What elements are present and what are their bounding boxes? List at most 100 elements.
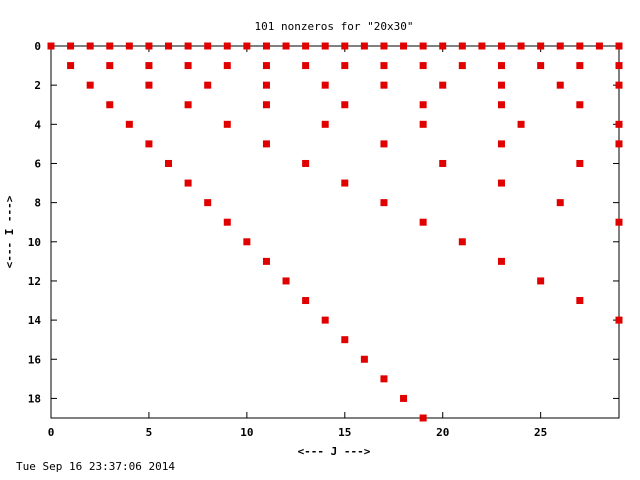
nonzero-point <box>302 42 310 50</box>
nonzero-point <box>262 42 270 50</box>
nonzero-point <box>439 159 447 167</box>
nonzero-point <box>106 101 114 109</box>
nonzero-point <box>576 159 584 167</box>
nonzero-point <box>615 218 623 226</box>
y-tick-label: 6 <box>34 157 41 170</box>
nonzero-point <box>47 42 55 50</box>
nonzero-point <box>321 316 329 324</box>
nonzero-point <box>204 42 212 50</box>
nonzero-point <box>419 120 427 128</box>
nonzero-point <box>458 238 466 246</box>
y-tick-label: 14 <box>28 314 42 327</box>
nonzero-point <box>321 81 329 89</box>
nonzero-point <box>302 297 310 305</box>
plot-frame <box>50 45 620 419</box>
y-tick-label: 8 <box>34 197 41 210</box>
y-tick-label: 12 <box>28 275 41 288</box>
nonzero-point <box>576 42 584 50</box>
y-tick-label: 2 <box>34 79 41 92</box>
nonzero-point <box>341 42 349 50</box>
nonzero-points <box>47 42 623 422</box>
nonzero-point <box>243 238 251 246</box>
nonzero-point <box>145 42 153 50</box>
nonzero-point <box>223 218 231 226</box>
nonzero-point <box>576 297 584 305</box>
x-tick-label: 15 <box>338 426 351 439</box>
nonzero-point <box>517 120 525 128</box>
nonzero-point <box>282 277 290 285</box>
nonzero-point <box>615 62 623 70</box>
nonzero-point <box>419 218 427 226</box>
nonzero-point <box>145 140 153 148</box>
nonzero-point <box>419 42 427 50</box>
y-tick-label: 10 <box>28 236 41 249</box>
nonzero-point <box>223 62 231 70</box>
nonzero-point <box>380 199 388 207</box>
nonzero-point <box>497 257 505 265</box>
nonzero-point <box>262 257 270 265</box>
nonzero-point <box>615 120 623 128</box>
nonzero-point <box>262 101 270 109</box>
nonzero-point <box>204 199 212 207</box>
y-tick-label: 18 <box>28 392 41 405</box>
nonzero-point <box>556 42 564 50</box>
nonzero-point <box>380 140 388 148</box>
nonzero-point <box>497 81 505 89</box>
nonzero-point <box>86 42 94 50</box>
y-tick-label: 16 <box>28 353 42 366</box>
nonzero-point <box>125 120 133 128</box>
nonzero-point <box>360 355 368 363</box>
nonzero-point <box>262 62 270 70</box>
x-axis-ticks: 0 5 10 15 20 25 <box>48 46 547 439</box>
nonzero-point <box>165 42 173 50</box>
chart-title: 101 nonzeros for "20x30" <box>255 20 414 33</box>
nonzero-point <box>302 62 310 70</box>
nonzero-point <box>302 159 310 167</box>
x-tick-label: 10 <box>240 426 253 439</box>
nonzero-point <box>419 101 427 109</box>
nonzero-point <box>125 42 133 50</box>
nonzero-point <box>537 62 545 70</box>
x-axis-title: <--- J ---> <box>298 445 371 458</box>
nonzero-point <box>184 62 192 70</box>
nonzero-point <box>86 81 94 89</box>
nonzero-point <box>497 101 505 109</box>
nonzero-point <box>497 42 505 50</box>
nonzero-point <box>262 81 270 89</box>
nonzero-point <box>478 42 486 50</box>
y-tick-label: 4 <box>34 118 41 131</box>
x-tick-label: 5 <box>146 426 153 439</box>
y-axis-title: <--- I ---> <box>3 195 16 268</box>
nonzero-point <box>106 62 114 70</box>
nonzero-point <box>400 42 408 50</box>
nonzero-point <box>615 316 623 324</box>
x-tick-label: 0 <box>48 426 55 439</box>
nonzero-point <box>439 42 447 50</box>
nonzero-point <box>321 120 329 128</box>
nonzero-point <box>341 336 349 344</box>
nonzero-point <box>341 62 349 70</box>
nonzero-point <box>517 42 525 50</box>
nonzero-point <box>419 414 427 422</box>
nonzero-point <box>458 42 466 50</box>
nonzero-point <box>556 199 564 207</box>
nonzero-point <box>321 42 329 50</box>
nonzero-point <box>380 81 388 89</box>
nonzero-point <box>243 42 251 50</box>
nonzero-point <box>204 81 212 89</box>
nonzero-point <box>184 101 192 109</box>
nonzero-point <box>497 140 505 148</box>
nonzero-point <box>106 42 114 50</box>
nonzero-point <box>380 375 388 383</box>
nonzero-point <box>341 101 349 109</box>
nonzero-point <box>67 42 75 50</box>
nonzero-point <box>262 140 270 148</box>
timestamp-label: Tue Sep 16 23:37:06 2014 <box>16 460 175 473</box>
nonzero-point <box>615 81 623 89</box>
nonzero-point <box>497 179 505 187</box>
nonzero-point <box>400 394 408 402</box>
nonzero-point <box>615 140 623 148</box>
nonzero-point <box>537 277 545 285</box>
nonzero-point <box>380 42 388 50</box>
